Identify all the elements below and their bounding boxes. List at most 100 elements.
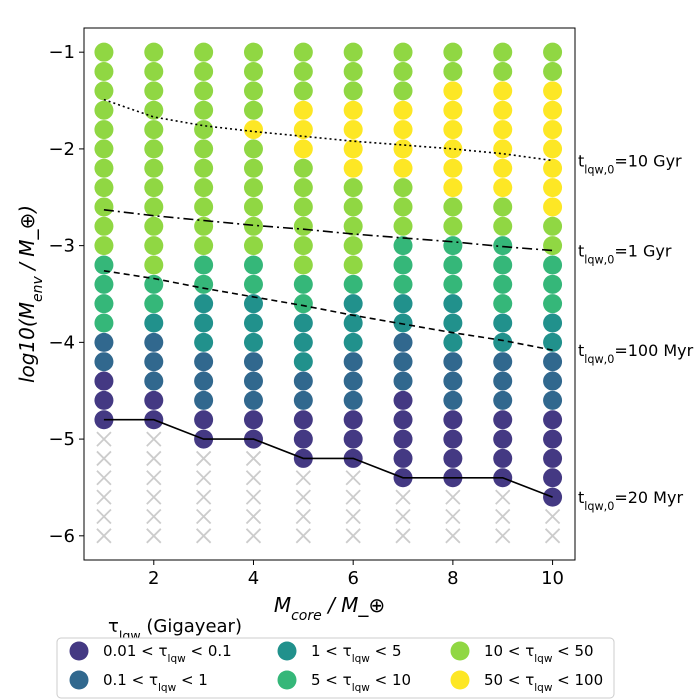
nodata-marker	[245, 508, 262, 525]
data-point	[393, 178, 413, 198]
data-point	[393, 371, 413, 391]
data-point	[443, 429, 463, 449]
data-point	[443, 81, 463, 101]
data-point	[144, 120, 164, 140]
data-point	[443, 371, 463, 391]
data-point	[443, 197, 463, 217]
data-point	[443, 274, 463, 294]
legend-marker	[277, 641, 297, 661]
data-point	[493, 62, 513, 82]
data-point	[144, 352, 164, 372]
data-point	[194, 352, 214, 372]
nodata-marker	[195, 508, 212, 525]
data-point	[343, 178, 363, 198]
data-point	[393, 294, 413, 314]
plot-frame	[83, 27, 576, 561]
data-point	[194, 371, 214, 391]
data-point	[543, 197, 563, 217]
data-point	[94, 178, 114, 198]
data-point	[194, 332, 214, 352]
data-point	[443, 158, 463, 178]
data-point	[243, 178, 263, 198]
y-tick-label: −4	[48, 332, 75, 353]
data-point	[144, 371, 164, 391]
data-point	[293, 178, 313, 198]
x-axis-title: Mcore / M_⊕	[274, 593, 385, 624]
data-point	[393, 81, 413, 101]
data-point	[343, 81, 363, 101]
data-point	[293, 294, 313, 314]
data-point	[493, 371, 513, 391]
nodata-marker	[96, 528, 112, 544]
data-point	[393, 332, 413, 352]
nodata-marker	[146, 508, 162, 525]
nodata-marker	[96, 450, 112, 467]
nodata-marker	[146, 470, 162, 486]
data-point	[243, 352, 263, 372]
data-point	[94, 390, 114, 410]
legend-marker	[69, 641, 89, 661]
timescale-line	[103, 270, 553, 351]
legend-label: 0.01 < τlqw < 0.1	[103, 642, 232, 665]
data-point	[543, 42, 563, 62]
legend-marker	[450, 641, 470, 661]
data-point	[343, 313, 363, 333]
data-point	[144, 216, 164, 236]
line-label: tlqw,0=10 Gyr	[578, 152, 682, 177]
data-point	[194, 255, 214, 275]
axes: 2 4 6 8 10 −6 −5 −4 −3 −2 −1 Mcore / M_⊕ log10(Menv …	[15, 27, 576, 624]
legend-label: 50 < τlqw < 100	[484, 671, 603, 694]
nodata-marker	[295, 470, 311, 486]
data-point	[194, 390, 214, 410]
y-tick-label: −2	[48, 139, 75, 160]
data-point	[243, 139, 263, 159]
data-point	[194, 216, 214, 236]
data-point	[343, 100, 363, 120]
data-point	[144, 81, 164, 101]
data-point	[343, 332, 363, 352]
nodata-marker	[295, 508, 311, 525]
data-point	[94, 81, 114, 101]
data-point	[443, 332, 463, 352]
data-point	[343, 42, 363, 62]
plot-area	[94, 42, 563, 544]
data-point	[293, 197, 313, 217]
data-point	[393, 42, 413, 62]
data-point	[443, 313, 463, 333]
data-point	[493, 197, 513, 217]
data-point	[194, 42, 214, 62]
nodata-marker	[146, 450, 162, 467]
data-point	[343, 62, 363, 82]
data-point	[393, 429, 413, 449]
legend-label: 10 < τlqw < 50	[484, 642, 594, 665]
x-tick-label: 8	[447, 568, 458, 589]
data-point	[293, 313, 313, 333]
nodata-marker	[395, 489, 411, 505]
data-point	[543, 332, 563, 352]
data-point	[393, 255, 413, 275]
x-tick-label: 6	[347, 568, 358, 589]
data-point	[543, 139, 563, 159]
data-point	[243, 197, 263, 217]
data-point	[243, 255, 263, 275]
data-point	[343, 255, 363, 275]
data-point	[443, 448, 463, 468]
nodata-marker	[345, 470, 361, 486]
data-point	[543, 429, 563, 449]
nodata-marker	[245, 528, 262, 544]
data-point	[144, 139, 164, 159]
data-point	[94, 274, 114, 294]
data-point	[543, 178, 563, 198]
data-point	[144, 42, 164, 62]
data-point	[343, 294, 363, 314]
data-point	[343, 352, 363, 372]
y-tick-label: −5	[48, 429, 75, 450]
legend-label: 5 < τlqw < 10	[311, 671, 411, 694]
line-label: tlqw,0=100 Myr	[578, 341, 694, 366]
data-point	[293, 371, 313, 391]
data-point	[493, 236, 513, 256]
data-point	[393, 236, 413, 256]
data-point	[543, 313, 563, 333]
data-point	[493, 100, 513, 120]
nodata-marker	[295, 528, 311, 544]
